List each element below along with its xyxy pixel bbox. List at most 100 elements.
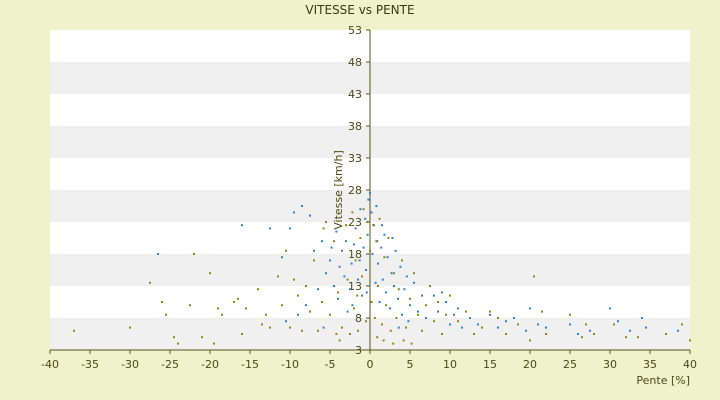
y-tick-label: 3 <box>355 344 362 357</box>
data-point <box>285 320 287 323</box>
data-point <box>445 301 447 303</box>
data-point <box>335 230 338 233</box>
data-point <box>345 224 347 227</box>
data-point <box>489 310 491 313</box>
data-point <box>593 333 595 335</box>
data-point <box>370 301 373 303</box>
data-point <box>410 342 413 345</box>
data-point <box>322 227 325 230</box>
data-point <box>73 329 75 332</box>
data-point <box>449 294 451 297</box>
data-point <box>313 249 315 252</box>
data-point <box>370 211 373 214</box>
data-point <box>374 281 377 284</box>
data-point <box>221 313 223 316</box>
data-point <box>366 233 369 236</box>
data-point <box>402 339 405 342</box>
data-point <box>417 310 419 313</box>
data-point <box>457 320 459 323</box>
data-point <box>377 285 379 287</box>
x-tick-label: -35 <box>81 358 99 371</box>
data-point <box>337 291 339 294</box>
data-point <box>529 307 531 310</box>
data-point <box>305 285 307 287</box>
y-tick-label: 8 <box>355 312 362 325</box>
data-points <box>73 192 691 345</box>
data-point <box>289 326 291 329</box>
data-point <box>309 310 311 313</box>
y-tick-label: 23 <box>348 216 362 229</box>
x-tick-label: 35 <box>643 358 657 371</box>
data-point <box>241 333 243 335</box>
data-point <box>529 339 531 342</box>
data-point <box>425 317 427 319</box>
data-point <box>497 317 499 319</box>
data-point <box>157 253 159 255</box>
x-tick-label: -5 <box>325 358 336 371</box>
data-point <box>269 227 271 230</box>
data-point <box>545 326 547 329</box>
data-point <box>237 297 239 300</box>
x-tick-label: 20 <box>523 358 537 371</box>
data-point <box>441 291 443 294</box>
data-point <box>407 320 410 323</box>
data-point <box>353 243 355 246</box>
data-point <box>394 249 397 252</box>
data-point <box>362 208 365 211</box>
data-point <box>469 317 471 319</box>
x-axis-title: Pente [%] <box>636 374 690 387</box>
data-point <box>513 317 515 319</box>
x-tick-label: -25 <box>161 358 179 371</box>
data-point <box>357 278 359 281</box>
data-point <box>381 323 383 326</box>
data-point <box>329 313 331 316</box>
data-point <box>617 320 619 323</box>
data-point <box>245 307 247 310</box>
data-point <box>380 246 383 249</box>
data-point <box>405 275 408 278</box>
data-point <box>481 326 483 329</box>
x-tick-label: 0 <box>367 358 374 371</box>
data-point <box>354 259 357 262</box>
data-point <box>317 288 319 291</box>
data-point <box>401 259 403 262</box>
data-point <box>525 329 527 332</box>
data-point <box>341 326 343 329</box>
data-point <box>473 333 475 335</box>
data-point <box>359 208 362 211</box>
x-tick-label: 25 <box>563 358 577 371</box>
data-point <box>359 237 362 239</box>
data-point <box>349 288 351 291</box>
data-point <box>378 301 381 303</box>
data-point <box>449 323 451 326</box>
data-point <box>397 326 400 329</box>
data-point <box>351 211 354 214</box>
data-point <box>297 294 299 297</box>
data-point <box>129 326 131 329</box>
x-tick-label: -15 <box>241 358 259 371</box>
data-point <box>413 272 415 275</box>
data-point <box>397 297 399 300</box>
data-point <box>165 313 167 316</box>
data-point <box>261 323 263 326</box>
data-point <box>409 297 411 300</box>
y-axis-title: Vitesse [km/h] <box>332 150 345 230</box>
data-point <box>301 329 303 332</box>
data-point <box>489 313 491 316</box>
data-point <box>505 333 507 335</box>
data-point <box>177 342 179 345</box>
axes <box>49 29 691 354</box>
data-point <box>497 326 499 329</box>
data-point <box>333 285 335 287</box>
data-point <box>537 323 539 326</box>
data-point <box>343 275 346 278</box>
data-point <box>421 329 423 332</box>
data-point <box>337 297 339 300</box>
data-point <box>387 237 390 239</box>
data-point <box>322 326 325 329</box>
data-point <box>201 336 203 339</box>
x-tick-label: 10 <box>443 358 457 371</box>
